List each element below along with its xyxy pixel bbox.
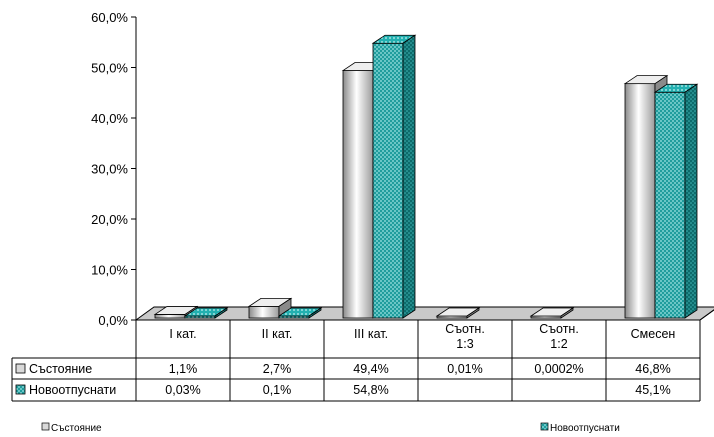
bar-side: [402, 34, 416, 319]
category-label-line: Съотн.: [445, 322, 485, 336]
data-label: 49,4%: [353, 362, 388, 376]
category-label-line: 1:3: [456, 337, 473, 351]
bar-front: [624, 83, 656, 319]
legend-swatch: [41, 422, 50, 431]
row-series-name: Състояние: [29, 362, 92, 376]
bar-front: [372, 42, 404, 319]
legend-swatch: [540, 422, 549, 431]
legend-label: Новоотпуснати: [550, 423, 620, 434]
data-label: 0,1%: [263, 383, 292, 397]
category-label: III кат.: [354, 327, 388, 341]
category-label-line: 1:2: [550, 337, 567, 351]
bar-front: [248, 305, 280, 319]
bar-novootpusnati-1: [277, 307, 323, 319]
axes-layer: 0,0% 10,0% 20,0% 30,0% 40,0% 50,0% 60,0%: [91, 10, 137, 328]
row-series-name: Новоотпуснати: [29, 383, 116, 397]
bar-side: [560, 307, 574, 319]
bar-side: [214, 307, 228, 319]
y-tick-label: 30,0%: [91, 162, 128, 177]
category-label: I кат.: [169, 327, 196, 341]
row-swatch: [15, 384, 26, 395]
bar-front: [154, 314, 186, 319]
bar-novootpusnati-5: [653, 83, 699, 319]
y-tick-label: 10,0%: [91, 263, 128, 278]
category-label: Смесен: [631, 327, 676, 341]
category-label-line: Съотн.: [539, 322, 579, 336]
data-label: 54,8%: [353, 383, 388, 397]
bar-side: [466, 307, 480, 319]
y-tick-label: 20,0%: [91, 212, 128, 227]
y-tick-label: 60,0%: [91, 10, 128, 25]
data-label: 1,1%: [169, 362, 198, 376]
legend: Състояние Новоотпуснати: [41, 422, 620, 434]
legend-label: Състояние: [51, 423, 102, 434]
data-label: 2,7%: [263, 362, 292, 376]
bar-side: [308, 307, 322, 319]
category-label: Съотн. 1:2: [539, 322, 579, 351]
category-label: II кат.: [262, 327, 293, 341]
bar-side: [684, 83, 698, 319]
y-tick-label: 40,0%: [91, 111, 128, 126]
y-tick-label: 0,0%: [98, 313, 128, 328]
bar-front: [342, 70, 374, 319]
bar-sastoyanie-4: [529, 307, 575, 319]
data-label: 0,01%: [447, 362, 482, 376]
data-label: 0,03%: [165, 383, 200, 397]
data-label: 45,1%: [635, 383, 670, 397]
bar-novootpusnati-0: [183, 307, 229, 319]
y-tick-label: 50,0%: [91, 61, 128, 76]
data-label: 0,0002%: [534, 362, 583, 376]
bar-sastoyanie-3: [435, 307, 481, 319]
floor-edge: [699, 309, 714, 321]
row-swatch: [15, 363, 26, 374]
bars-layer: [153, 34, 699, 319]
category-label: Съотн. 1:3: [445, 322, 485, 351]
data-label: 46,8%: [635, 362, 670, 376]
bar-front: [654, 91, 686, 319]
bar-novootpusnati-2: [371, 34, 417, 319]
